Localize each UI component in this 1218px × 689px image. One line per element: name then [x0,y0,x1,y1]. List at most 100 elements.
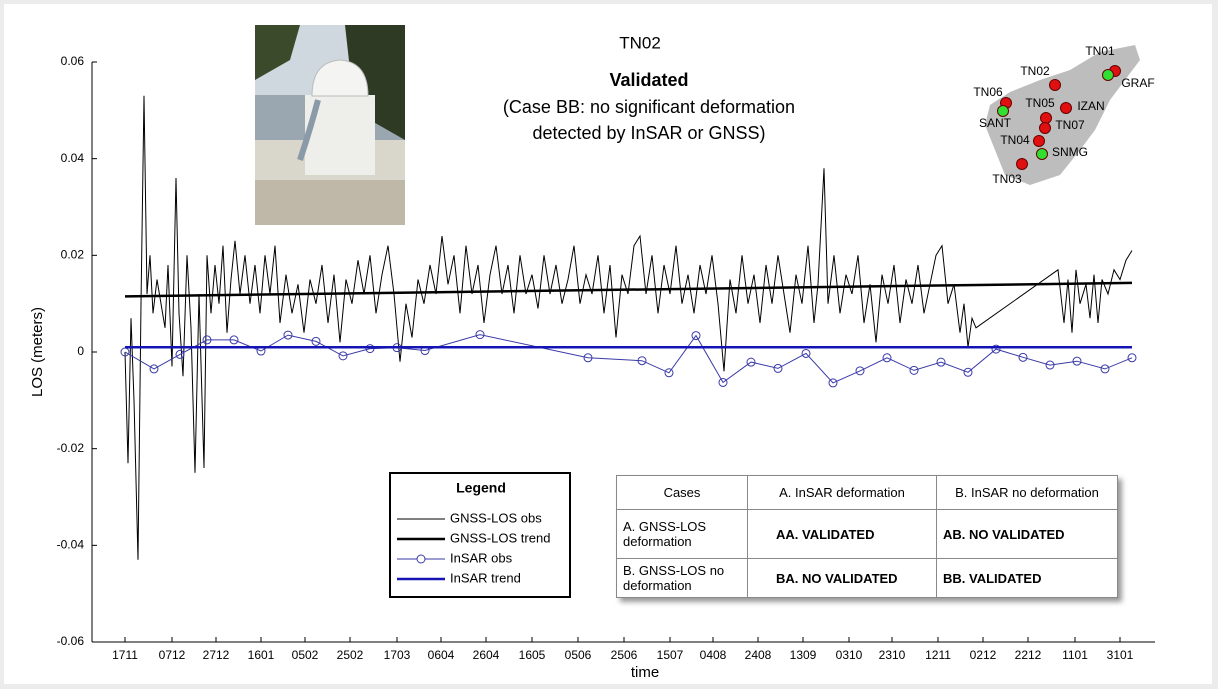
marker [991,344,1001,354]
x-tick-label: 1101 [1062,648,1088,662]
marker [338,351,348,361]
legend-label: GNSS-LOS obs [450,510,542,525]
series-line [124,281,1133,298]
station-label: TN02 [1020,64,1050,78]
legend-label: GNSS-LOS trend [450,530,550,545]
y-tick-label: 0.02 [61,248,85,262]
station-dot [1060,102,1072,114]
station-label: GRAF [1121,76,1154,90]
station-dot [1033,135,1045,147]
series-line [124,334,1133,384]
marker [718,377,728,387]
station-label: IZAN [1077,99,1104,113]
marker [882,353,892,363]
annotation: detected by InSAR or GNSS) [532,123,765,143]
station-label: TN04 [1000,133,1030,147]
marker [746,357,756,367]
marker [664,368,674,378]
station-label: SANT [979,116,1012,130]
marker [691,331,701,341]
x-tick-label: 1711 [112,648,138,662]
x-tick-label: 3101 [1107,648,1134,662]
legend-box [389,472,571,598]
station-label: TN05 [1025,96,1055,110]
x-tick-label: 1601 [248,648,275,662]
marker [175,349,185,359]
legend-label: InSAR trend [450,570,521,585]
station-dot [1016,158,1028,170]
legend-label: InSAR obs [450,550,513,565]
x-axis-label: time [631,664,659,681]
station-dot [1049,79,1061,91]
marker [963,367,973,377]
marker [1127,353,1137,363]
marker [475,330,485,340]
x-tick-label: 1211 [925,648,951,662]
station-dot [1040,112,1052,124]
x-tick-label: 2408 [745,648,772,662]
station-label: SNMG [1052,145,1088,159]
marker [637,356,647,366]
marker [283,330,293,340]
marker [1045,360,1055,370]
x-tick-label: 2502 [337,648,364,662]
marker [1072,356,1082,366]
y-tick-label: 0 [77,344,84,358]
x-tick-label: 0408 [700,648,727,662]
marker [936,357,946,367]
table-header: Cases [616,475,748,510]
y-tick-label: 0.06 [61,54,85,68]
x-tick-label: 0712 [159,648,186,662]
x-tick-label: 0310 [836,648,863,662]
legend-title: Legend [456,480,506,496]
table-header: B. InSAR no deformation [936,475,1118,510]
marker [583,353,593,363]
legend-marker [416,554,426,564]
y-tick-label: -0.06 [57,634,85,648]
table-cell: BA. NO VALIDATED [747,558,937,598]
y-tick-label: -0.04 [57,538,85,552]
table-cell: A. GNSS-LOS deformation [616,509,748,559]
photo [255,25,405,225]
marker [229,335,239,345]
x-tick-label: 1605 [519,648,546,662]
marker [828,378,838,388]
station-dot [1102,69,1114,81]
annotation: (Case BB: no significant deformation [503,97,795,117]
station-label: TN06 [973,85,1003,99]
island-map [985,45,1140,185]
x-tick-label: 2712 [203,648,230,662]
x-tick-label: 2212 [1015,648,1042,662]
station-dot [1039,122,1051,134]
x-tick-label: 1309 [790,648,817,662]
station-dot [1036,148,1048,160]
table-cell: BB. VALIDATED [936,558,1118,598]
cases-table: Cases A. InSAR deformation B. InSAR no d… [616,475,1118,598]
x-tick-label: 0502 [292,648,319,662]
marker [1018,352,1028,362]
marker [909,365,919,375]
table-cell: B. GNSS-LOS no deformation [616,558,748,598]
y-axis-label: LOS (meters) [29,307,46,397]
marker [202,335,212,345]
marker [365,344,375,354]
marker [773,363,783,373]
station-label: TN07 [1055,118,1085,132]
x-tick-label: 1507 [657,648,684,662]
x-tick-label: 0506 [565,648,592,662]
x-tick-label: 0604 [428,648,455,662]
x-tick-label: 0212 [970,648,997,662]
marker [1100,364,1110,374]
x-tick-label: 2604 [473,648,500,662]
y-tick-label: -0.02 [57,441,85,455]
table-cell: AB. NO VALIDATED [936,509,1118,559]
station-label: TN03 [992,172,1022,186]
marker [855,366,865,376]
annotation: Validated [609,70,688,90]
x-tick-label: 2310 [879,648,906,662]
chart-title: TN02 [619,33,661,52]
marker [801,348,811,358]
station-dot [997,105,1009,117]
table-header: A. InSAR deformation [747,475,937,510]
station-label: TN01 [1085,44,1115,58]
